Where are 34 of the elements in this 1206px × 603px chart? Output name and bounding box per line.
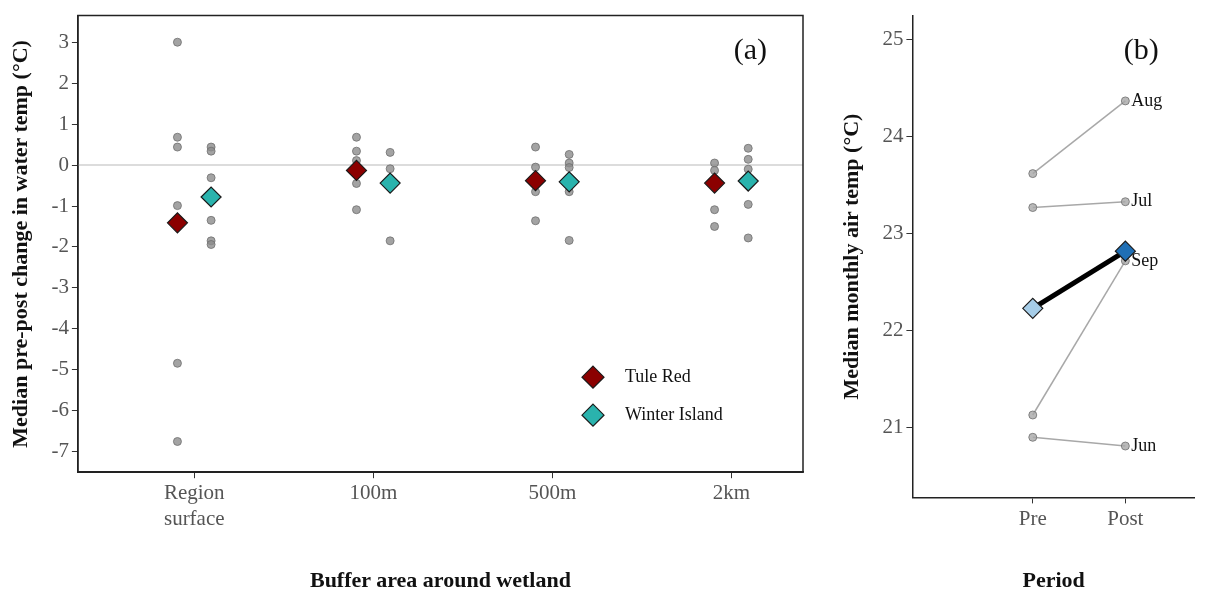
series-label: Jul <box>1131 190 1153 211</box>
annotation: (b) <box>1123 32 1159 67</box>
y-tick-label: -7 <box>51 438 69 463</box>
y-tick-label: -3 <box>51 274 69 299</box>
x-tick-label: 100m <box>349 480 398 505</box>
series-label: Sep <box>1131 249 1159 270</box>
y-tick-label: 22 <box>882 317 904 342</box>
x-tick-label: Region surface <box>163 480 226 530</box>
y-tick-label: 24 <box>882 123 904 148</box>
y-axis-title: Median monthly air temp (°C) <box>837 113 863 400</box>
legend-label: Winter Island <box>625 403 723 424</box>
y-tick-label: 21 <box>882 414 904 439</box>
x-tick-label: Pre <box>1018 505 1047 530</box>
series-label: Aug <box>1131 89 1163 110</box>
annotation: (a) <box>733 32 767 67</box>
y-tick-label: 23 <box>882 220 904 245</box>
series-label: Jun <box>1131 434 1157 455</box>
y-tick-label: -1 <box>51 192 69 217</box>
y-tick-label: 3 <box>58 28 69 53</box>
x-tick-label: 2km <box>712 480 751 505</box>
y-tick-label: -6 <box>51 397 69 422</box>
y-tick-label: -2 <box>51 233 69 258</box>
y-tick-label: 25 <box>882 26 904 51</box>
x-tick-label: 500m <box>528 480 577 505</box>
x-tick-label: Post <box>1107 505 1144 530</box>
x-axis-title: Buffer area around wetland <box>309 567 571 593</box>
legend-label: Tule Red <box>625 365 691 386</box>
x-axis-title: Period <box>1022 567 1085 593</box>
y-tick-label: 1 <box>58 110 69 135</box>
y-tick-label: -4 <box>51 315 70 340</box>
y-tick-label: 2 <box>58 69 69 94</box>
y-axis-title: Median pre-post change in water temp (°C) <box>6 40 32 448</box>
y-tick-label: -5 <box>51 356 69 381</box>
y-tick-label: 0 <box>58 151 69 176</box>
